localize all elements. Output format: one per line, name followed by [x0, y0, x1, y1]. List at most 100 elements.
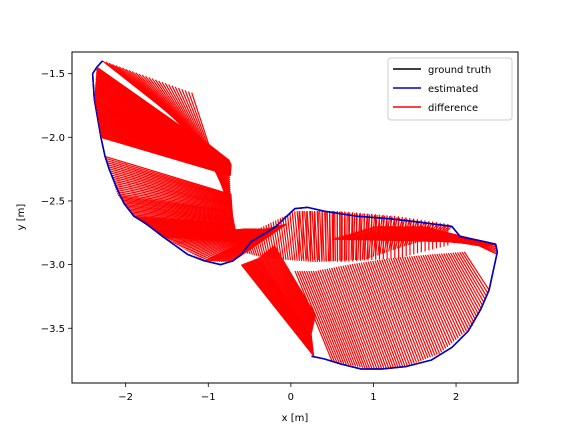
difference-line: [296, 270, 336, 363]
difference-line: [98, 122, 232, 173]
difference-line: [114, 184, 233, 208]
difference-line: [450, 252, 482, 309]
difference-line: [134, 215, 235, 225]
difference-line: [94, 93, 232, 166]
difference-line: [374, 260, 415, 364]
difference-line: [120, 197, 233, 214]
difference-line: [284, 215, 292, 261]
difference-overlay: [94, 66, 232, 177]
estimated-trajectory: [91, 60, 499, 370]
difference-line: [372, 260, 413, 365]
difference-line: [282, 216, 289, 261]
difference-line: [95, 78, 231, 163]
difference-line: [262, 253, 314, 330]
difference-line: [378, 259, 420, 362]
difference-line: [431, 254, 470, 330]
difference-line: [94, 96, 232, 167]
difference-line: [254, 258, 313, 340]
difference-line: [381, 259, 422, 362]
difference-line: [127, 206, 234, 220]
difference-line: [233, 232, 245, 253]
x-tick-label: −2: [118, 392, 133, 403]
difference-line: [270, 248, 316, 321]
difference-line: [265, 251, 314, 327]
x-axis-ticks: −2 −1 0 1 2: [118, 383, 459, 403]
difference-line: [376, 259, 418, 363]
difference-line: [245, 262, 314, 351]
difference-line: [108, 166, 232, 200]
difference-line: [96, 110, 232, 170]
difference-line: [436, 253, 474, 326]
difference-line: [104, 155, 232, 196]
difference-line: [310, 270, 350, 365]
difference-line: [415, 255, 455, 342]
difference-line: [294, 270, 333, 362]
difference-line: [139, 219, 236, 228]
difference-line: [107, 164, 232, 199]
difference-line: [268, 249, 315, 323]
difference-line: [344, 265, 385, 369]
difference-line: [335, 266, 375, 369]
difference-line: [390, 257, 431, 358]
difference-line: [331, 211, 334, 262]
difference-line: [143, 222, 236, 231]
difference-line: [112, 178, 233, 205]
difference-line: [261, 254, 313, 332]
difference-line: [349, 264, 390, 368]
difference-line: [328, 268, 368, 369]
difference-line: [440, 253, 476, 320]
difference-line: [334, 211, 336, 262]
y-axis-ticks: −1.5 −2.0 −2.5 −3.0 −3.5: [41, 69, 72, 335]
difference-line: [248, 261, 314, 347]
difference-line: [243, 230, 253, 255]
difference-line: [113, 182, 233, 207]
difference-line: [100, 136, 231, 177]
x-tick-label: 0: [288, 392, 294, 403]
difference-line: [365, 261, 406, 367]
legend-label-ground-truth: ground truth: [428, 65, 491, 76]
difference-line: [108, 168, 232, 201]
legend: ground truth estimated difference: [387, 57, 513, 121]
data-layer: [91, 60, 499, 370]
difference-line: [408, 256, 449, 347]
x-tick-label: 1: [370, 392, 376, 403]
difference-line: [360, 262, 401, 368]
difference-line: [356, 263, 397, 368]
difference-line: [417, 255, 457, 340]
difference-line: [110, 174, 233, 204]
y-tick-label: −3.0: [41, 260, 65, 271]
difference-line: [95, 107, 232, 170]
difference-line: [95, 72, 230, 162]
difference-line: [259, 255, 313, 334]
difference-line: [244, 262, 314, 352]
difference-line: [109, 170, 233, 202]
x-tick-label: −1: [201, 392, 216, 403]
difference-line: [94, 87, 232, 165]
difference-line: [305, 270, 345, 364]
difference-line: [132, 214, 235, 224]
difference-line: [117, 193, 233, 212]
difference-line: [96, 66, 230, 161]
difference-line: [269, 248, 315, 322]
difference-line: [447, 252, 481, 312]
difference-line: [128, 208, 234, 220]
legend-box: [387, 57, 513, 121]
difference-line: [96, 69, 230, 162]
difference-line: [121, 199, 233, 215]
difference-line: [96, 113, 232, 171]
y-tick-label: −2.0: [41, 133, 65, 144]
difference-line: [99, 130, 231, 175]
difference-line: [342, 265, 383, 369]
difference-line: [319, 269, 359, 367]
difference-line: [299, 270, 338, 363]
difference-line: [333, 267, 373, 370]
difference-line: [392, 257, 434, 357]
difference-line: [246, 261, 314, 350]
difference-line: [383, 258, 424, 361]
difference-line: [124, 203, 234, 218]
difference-line: [264, 252, 314, 328]
difference-line: [97, 119, 232, 172]
difference-line: [241, 263, 315, 356]
difference-line: [277, 219, 285, 260]
difference-line: [438, 253, 475, 323]
